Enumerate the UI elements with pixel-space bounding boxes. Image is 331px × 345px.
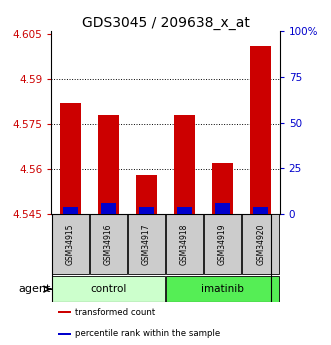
Bar [90, 214, 127, 274]
Text: GSM34915: GSM34915 [66, 223, 75, 265]
Bar [63, 207, 78, 214]
Bar [242, 214, 279, 274]
Title: GDS3045 / 209638_x_at: GDS3045 / 209638_x_at [81, 16, 250, 30]
Text: imatinib: imatinib [201, 284, 244, 294]
Bar [250, 46, 271, 214]
Bar [128, 214, 165, 274]
Text: GSM34917: GSM34917 [142, 223, 151, 265]
Bar [212, 163, 233, 214]
Bar [136, 175, 157, 214]
Bar [58, 333, 71, 335]
Text: transformed count: transformed count [75, 308, 156, 317]
Bar [52, 276, 165, 302]
Text: GSM34919: GSM34919 [218, 223, 227, 265]
Bar [166, 276, 279, 302]
Bar [58, 311, 71, 313]
Text: GSM34918: GSM34918 [180, 224, 189, 265]
Text: agent: agent [18, 284, 51, 294]
Bar [215, 203, 230, 214]
Bar [101, 203, 116, 214]
Text: percentile rank within the sample: percentile rank within the sample [75, 329, 220, 338]
Bar [174, 115, 195, 214]
Text: GSM34916: GSM34916 [104, 223, 113, 265]
Bar [139, 207, 154, 214]
Bar [204, 214, 241, 274]
Bar [253, 207, 268, 214]
Bar [166, 214, 203, 274]
Bar [52, 214, 89, 274]
Text: control: control [90, 284, 126, 294]
Bar [98, 115, 119, 214]
Bar [177, 207, 192, 214]
Text: GSM34920: GSM34920 [256, 223, 265, 265]
Bar [60, 103, 81, 214]
